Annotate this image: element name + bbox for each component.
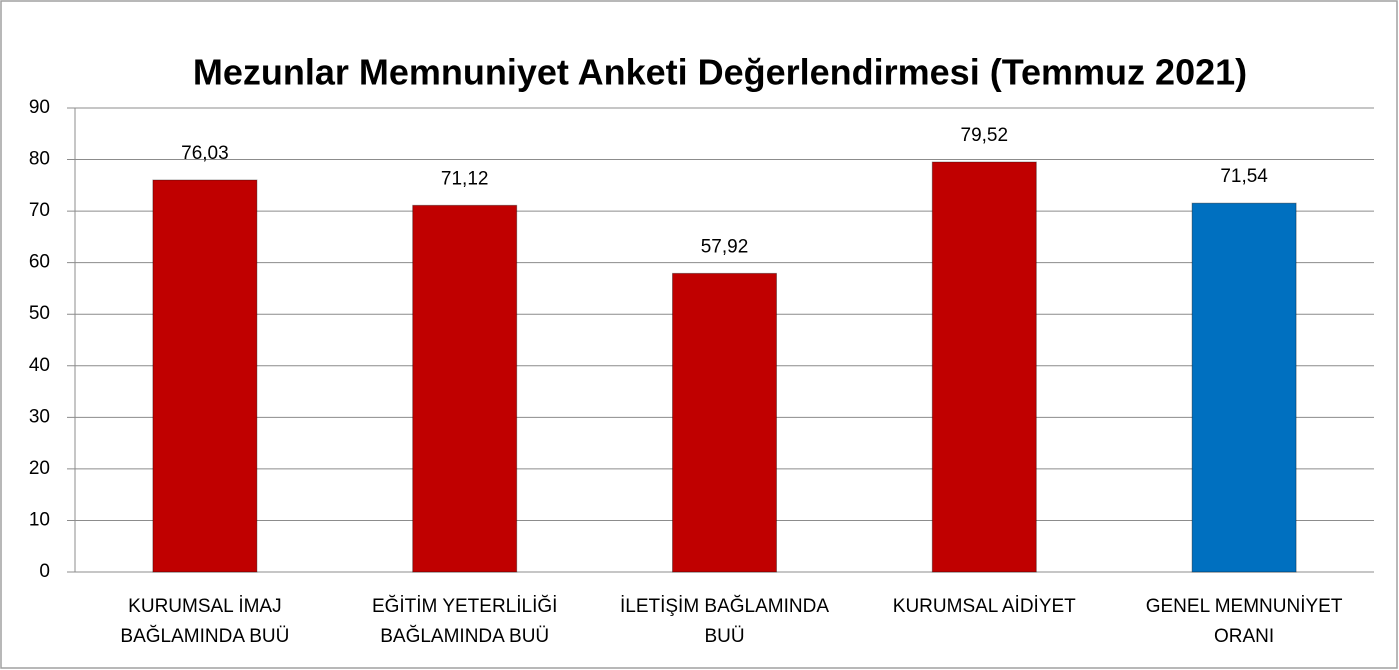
x-tick-label: KURUMSAL İMAJ BAĞLAMINDA BUÜ: [120, 596, 290, 647]
x-tick-label: GENEL MEMNUNİYET ORANI: [1145, 596, 1343, 647]
bar: [1191, 202, 1297, 573]
x-tick-label: EĞİTİM YETERLİLİĞİ BAĞLAMINDA BUÜ: [371, 596, 558, 647]
y-tick-label: 70: [29, 200, 50, 221]
bar: [931, 161, 1037, 573]
y-tick-label: 0: [39, 561, 50, 582]
value-label: 57,92: [701, 236, 749, 257]
bar: [412, 204, 518, 573]
value-label: 76,03: [181, 143, 229, 164]
y-tick-label: 90: [29, 97, 50, 118]
y-tick-label: 10: [29, 509, 50, 530]
y-tick-label: 80: [29, 149, 50, 170]
chart-title: Mezunlar Memnuniyet Anketi Değerlendirme…: [193, 52, 1247, 93]
x-tick-label: KURUMSAL AİDİYET: [892, 596, 1076, 617]
y-tick-label: 50: [29, 303, 50, 324]
y-tick-label: 60: [29, 252, 50, 273]
x-tick-label: İLETİŞİM BAĞLAMINDA BUÜ: [619, 596, 830, 647]
value-label: 71,54: [1220, 166, 1268, 187]
y-tick-label: 30: [29, 406, 50, 427]
value-label: 79,52: [961, 125, 1009, 146]
value-label: 71,12: [441, 168, 489, 189]
bar: [672, 272, 777, 573]
y-tick-label: 40: [29, 355, 50, 376]
y-tick-label: 20: [29, 458, 50, 479]
bar: [152, 179, 258, 573]
